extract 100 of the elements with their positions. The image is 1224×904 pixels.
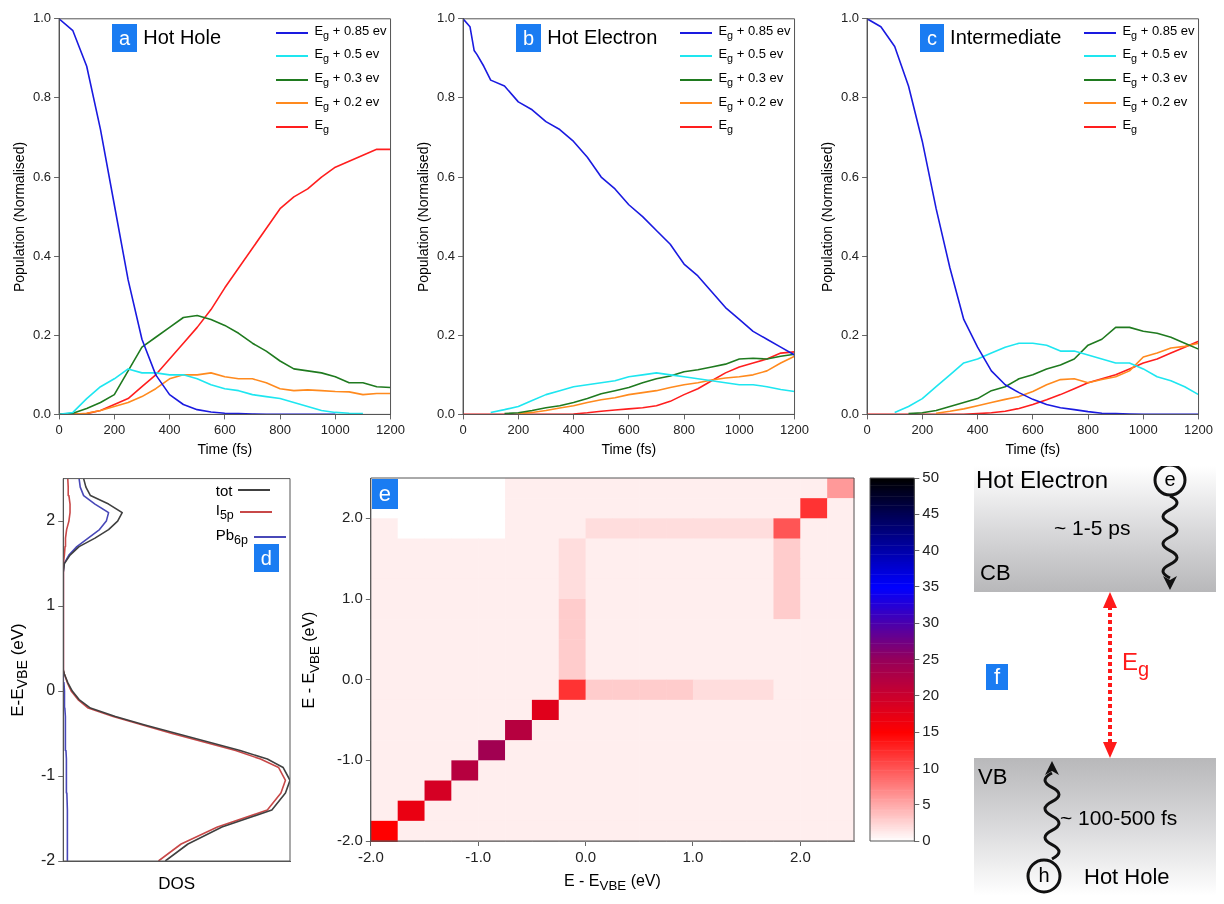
y-tick-label: 2.0 (341, 508, 363, 526)
color-bar-label: 30 (922, 613, 939, 631)
y-tick-label: -2.0 (336, 831, 363, 849)
x-tick-label: 600 (1021, 421, 1044, 437)
x-tick-label: -1.0 (465, 848, 492, 866)
y-tick-label: 0.6 (32, 168, 52, 184)
y-tick-label: 0.6 (436, 168, 456, 184)
y-tick-label: 0.0 (436, 405, 456, 421)
legend-label: E$_{g}$ + 0.2 ev (314, 92, 380, 114)
annotation: a (112, 23, 138, 52)
x-tick-label: 400 (158, 421, 181, 437)
y-tick-label: 1 (46, 596, 56, 614)
color-bar-label: 35 (922, 577, 939, 595)
legend-label: E$_{g}$ (718, 116, 734, 137)
y-tick-label: 0.8 (840, 89, 860, 105)
y-tick-label: 2 (46, 511, 56, 529)
x-tick-label: 200 (911, 421, 934, 437)
annotation: e (371, 479, 399, 509)
color-bar-label: 0 (922, 831, 931, 849)
color-bar-label: 45 (922, 504, 939, 522)
x-tick-label: 1000 (1128, 421, 1158, 437)
text: VB (978, 764, 1008, 790)
x-axis-title: Time (fs) (1004, 441, 1062, 457)
y-tick-label: -2 (40, 851, 56, 869)
y-tick-label: 0 (46, 681, 56, 699)
color-bar-label: 20 (922, 685, 939, 703)
legend-label: E$_{g}$ + 0.3 ev (314, 69, 380, 90)
x-tick-label: 1200 (376, 421, 405, 437)
x-tick-label: 0 (459, 421, 467, 437)
annotation: d (253, 543, 279, 572)
x-tick-label: 1.0 (682, 848, 704, 866)
legend-label: E$_{g}$ + 0.3 ev (1122, 69, 1188, 90)
y-tick-label: 0.4 (840, 247, 860, 263)
y-tick-label: 0.8 (32, 89, 52, 105)
text: Hot Hole (1084, 864, 1170, 890)
legend-label: I$_{5p}$ (215, 499, 234, 524)
color-bar-label: 25 (922, 649, 939, 667)
legend-label: E$_{g}$ + 0.5 ev (314, 45, 380, 66)
y-tick-label: 1.0 (341, 589, 363, 607)
legend-label: E$_{g}$ + 0.2 ev (718, 92, 784, 114)
chart-title: Hot Electron (547, 26, 658, 50)
legend-label: Pb$_{6p}$ (215, 524, 248, 549)
y-tick-label: 1.0 (436, 10, 456, 26)
x-tick-label: 0.0 (575, 848, 597, 866)
y-axis-title: Population (Normalised) (415, 141, 431, 292)
x-tick-label: 600 (617, 421, 640, 437)
y-tick-label: 0.0 (32, 405, 52, 421)
legend-label: tot (215, 480, 233, 500)
y-tick-label: 1.0 (32, 10, 52, 26)
color-bar-label: 5 (922, 794, 931, 812)
x-axis-title: DOS (157, 874, 196, 894)
legend-label: E$_{g}$ + 0.3 ev (718, 69, 784, 90)
chart-title: Intermediate (950, 26, 1062, 50)
x-tick-label: 1000 (320, 421, 350, 437)
color-bar-label: 50 (922, 468, 939, 486)
x-tick-label: -2.0 (357, 848, 384, 866)
x-axis-title: E - E$_{VBE}$ (eV) (562, 872, 662, 894)
y-tick-label: 0.0 (341, 669, 363, 687)
y-tick-label: 0.4 (436, 247, 456, 263)
text: e (1164, 468, 1176, 492)
y-tick-label: 0.6 (840, 168, 860, 184)
text: Hot Electron (976, 466, 1109, 494)
text: f (986, 664, 1009, 690)
x-tick-label: 1200 (1184, 421, 1213, 437)
text: h (1038, 864, 1050, 888)
color-bar-label: 10 (922, 758, 939, 776)
legend-label: E$_{g}$ + 0.85 ev (314, 21, 387, 43)
x-tick-label: 0 (863, 421, 871, 437)
y-tick-label: 0.8 (436, 89, 456, 105)
text: ~ 1-5 ps (1054, 516, 1131, 540)
x-tick-label: 400 (966, 421, 989, 437)
annotation: b (516, 23, 542, 52)
annotation: c (920, 23, 945, 52)
x-tick-label: 800 (269, 421, 291, 437)
x-axis-title: Time (fs) (600, 441, 658, 457)
legend-label: E$_{g}$ + 0.85 ev (718, 21, 791, 43)
x-tick-label: 200 (507, 421, 530, 437)
text: CB (980, 560, 1011, 586)
text: E$_{g}$ (1122, 648, 1150, 681)
color-bar-label: 15 (922, 722, 939, 740)
y-tick-label: -1 (40, 766, 56, 784)
y-tick-label: -1.0 (336, 750, 363, 768)
legend-label: E$_{g}$ (314, 116, 330, 137)
y-tick-label: 0.0 (840, 405, 860, 421)
y-tick-label: 0.2 (840, 326, 860, 342)
x-tick-label: 800 (1077, 421, 1099, 437)
x-tick-label: 1200 (780, 421, 809, 437)
x-tick-label: 1000 (724, 421, 754, 437)
y-tick-label: 0.2 (32, 326, 52, 342)
y-tick-label: 0.2 (436, 326, 456, 342)
legend-label: E$_{g}$ + 0.5 ev (718, 45, 784, 66)
text: ~ 100-500 fs (1060, 806, 1178, 830)
y-tick-label: 0.4 (32, 247, 52, 263)
legend-label: E$_{g}$ (1122, 116, 1138, 137)
y-tick-label: 1.0 (840, 10, 860, 26)
x-tick-label: 800 (673, 421, 695, 437)
legend-label: E$_{g}$ + 0.85 ev (1122, 21, 1195, 43)
legend-label: E$_{g}$ + 0.5 ev (1122, 45, 1188, 66)
x-tick-label: 600 (213, 421, 236, 437)
y-axis-title: Population (Normalised) (11, 141, 27, 292)
